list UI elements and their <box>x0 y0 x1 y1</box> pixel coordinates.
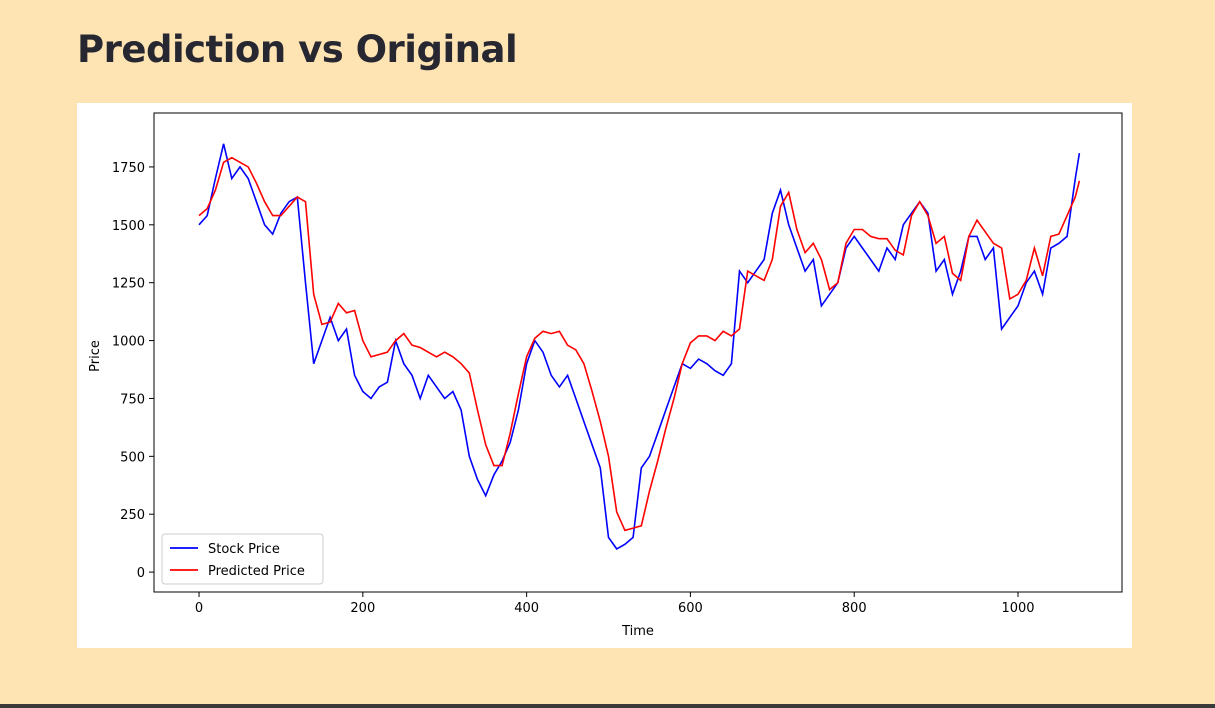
page-title: Prediction vs Original <box>77 28 518 71</box>
y-tick-label: 0 <box>137 566 145 581</box>
bottom-bar <box>0 704 1215 708</box>
plot-frame <box>153 112 1123 593</box>
legend-label: Predicted Price <box>208 564 305 579</box>
x-tick-label: 0 <box>195 601 203 616</box>
legend-label: Stock Price <box>208 542 280 557</box>
y-tick-label: 750 <box>120 392 145 407</box>
legend-box <box>161 533 324 585</box>
y-tick-label: 1000 <box>112 335 145 350</box>
y-tick-label: 1250 <box>112 277 145 292</box>
x-tick-label: 600 <box>678 601 703 616</box>
y-tick-label: 500 <box>120 450 145 465</box>
y-tick-label: 1500 <box>112 219 145 234</box>
chart: Time Price 0 200 400 600 800 1000 0 250 500 750 10… <box>77 103 1132 648</box>
x-tick-label: 200 <box>350 601 375 616</box>
y-axis-label: Price <box>88 340 103 372</box>
y-tick-label: 250 <box>120 508 145 523</box>
data-line <box>198 156 1081 532</box>
x-axis-label: Time <box>621 624 654 639</box>
x-tick-label: 400 <box>514 601 539 616</box>
y-tick-label: 1750 <box>112 161 145 176</box>
x-tick-label: 1000 <box>1001 601 1034 616</box>
data-line <box>198 143 1081 550</box>
x-tick-label: 800 <box>842 601 867 616</box>
